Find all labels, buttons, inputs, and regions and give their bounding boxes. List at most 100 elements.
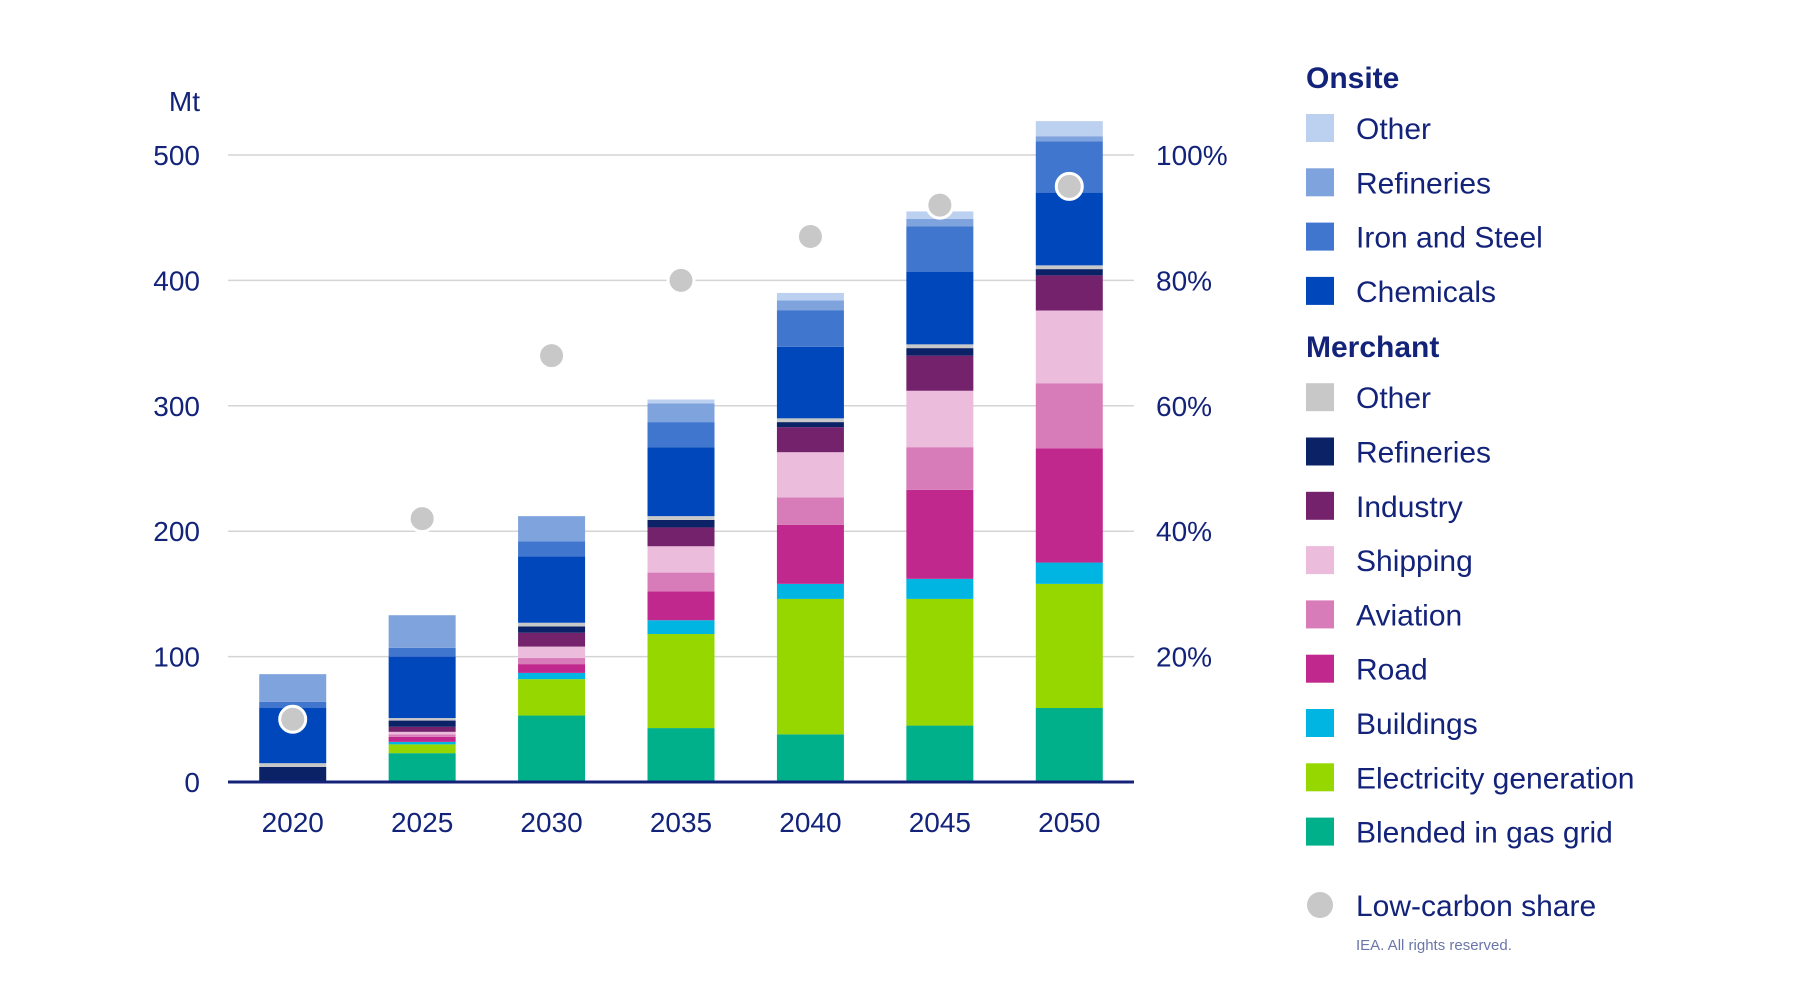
bar-segment-shipping — [518, 646, 586, 658]
bar-segment-chemicals — [906, 271, 974, 345]
y2-tick-label: 40% — [1156, 516, 1212, 547]
bar-segment-refineries — [647, 403, 715, 423]
y-tick-label: 200 — [153, 516, 200, 547]
x-tick-label: 2050 — [1038, 807, 1100, 838]
bar-segment-buildings — [776, 583, 844, 599]
y-tick-label: 500 — [153, 140, 200, 171]
bar-segment-chemicals — [776, 346, 844, 419]
bar-segment-electricity-generation — [906, 598, 974, 726]
legend-swatch — [1306, 491, 1334, 520]
legend-swatch — [1306, 276, 1334, 305]
bar-segment-other — [518, 622, 586, 627]
bar-segment-iron-and-steel — [776, 310, 844, 347]
legend-group-title: Merchant — [1306, 331, 1439, 364]
legend-swatch — [1306, 383, 1334, 412]
legend-label: Buildings — [1356, 708, 1478, 741]
legend-swatch — [1306, 114, 1334, 142]
x-axis-ticks: 2020 2025 2030 2035 2040 2045 2050 — [262, 807, 1101, 838]
bar-segment-other — [906, 344, 974, 349]
bar-segment-electricity-generation — [776, 598, 844, 735]
legend-label: Iron and Steel — [1356, 222, 1543, 255]
bar-segment-chemicals — [518, 556, 586, 623]
bar-segment-buildings — [647, 620, 715, 635]
legend-label: Road — [1356, 654, 1428, 687]
bar-segment-other — [388, 718, 456, 721]
bar-segment-road — [906, 489, 974, 579]
legend-swatch — [1306, 817, 1334, 846]
legend-label: Blended in gas grid — [1356, 817, 1613, 850]
x-tick-label: 2040 — [779, 807, 841, 838]
low-carbon-share-point — [795, 222, 825, 252]
bar-segment-buildings — [1035, 562, 1103, 584]
legend-label: Electricity generation — [1356, 762, 1634, 795]
x-tick-label: 2045 — [909, 807, 971, 838]
bar-segment-buildings — [388, 741, 456, 745]
legend-label: Industry — [1356, 491, 1463, 524]
bar-segment-aviation — [776, 497, 844, 525]
legend-swatch — [1306, 437, 1334, 466]
bar-segment-blended-in-gas-grid — [388, 753, 456, 782]
bar-segment-aviation — [518, 657, 586, 665]
bar-segment-iron-and-steel — [647, 422, 715, 448]
bar-segment-aviation — [388, 734, 456, 737]
y2-tick-label: 60% — [1156, 391, 1212, 422]
bar-segment-buildings — [518, 672, 586, 680]
bar-segment-refineries — [906, 348, 974, 356]
bar-segment-refineries — [388, 720, 456, 727]
bar-segment-road — [647, 591, 715, 621]
legend-label: Low-carbon share — [1356, 890, 1596, 923]
bar-segment-industry — [906, 355, 974, 391]
bar-segment-other — [776, 292, 844, 301]
legend-label: Other — [1356, 382, 1431, 415]
bar-segment-other — [1035, 121, 1103, 137]
bar-segment-electricity-generation — [647, 634, 715, 729]
y-tick-label: 300 — [153, 391, 200, 422]
bar-segment-other — [647, 516, 715, 520]
bar-segment-industry — [776, 427, 844, 453]
bar-segment-refineries — [518, 516, 586, 542]
low-carbon-share-point — [925, 190, 955, 220]
legend: Onsite Other Refineries Iron and Steel Chemi… — [1306, 62, 1634, 923]
legend-swatch — [1306, 654, 1334, 683]
credit: IEA. All rights reserved. — [1356, 937, 1512, 954]
legend-swatch — [1306, 709, 1334, 737]
low-carbon-share-point — [407, 504, 437, 534]
bar-segment-electricity-generation — [518, 679, 586, 716]
low-carbon-share-point — [666, 265, 696, 295]
y-axis-ticks: 0 100 200 300 400 500 — [153, 140, 200, 798]
bar-segment-chemicals — [1035, 192, 1103, 266]
bar-segment-refineries — [259, 674, 327, 702]
bar-segment-refineries — [647, 519, 715, 528]
low-carbon-share-point — [278, 704, 308, 734]
bar-segment-aviation — [906, 447, 974, 490]
y2-axis-ticks: 20% 40% 60% 80% 100% — [1156, 140, 1228, 673]
legend-label: Refineries — [1356, 167, 1491, 200]
bar-segment-blended-in-gas-grid — [518, 715, 586, 782]
bar-segment-shipping — [388, 731, 456, 735]
bar-segment-industry — [647, 527, 715, 547]
legend-label: Shipping — [1356, 545, 1473, 578]
x-tick-label: 2020 — [262, 807, 324, 838]
bars — [259, 121, 1103, 782]
y-tick-label: 100 — [153, 642, 200, 673]
bar-segment-blended-in-gas-grid — [1035, 708, 1103, 782]
y2-tick-label: 100% — [1156, 140, 1228, 171]
legend-label: Aviation — [1356, 599, 1462, 632]
y-axis-label: Mt — [169, 86, 200, 117]
y2-tick-label: 80% — [1156, 265, 1212, 296]
x-tick-label: 2035 — [650, 807, 712, 838]
x-tick-label: 2025 — [391, 807, 453, 838]
bar-segment-industry — [388, 726, 456, 732]
legend-swatch — [1306, 168, 1334, 197]
bar-segment-shipping — [776, 452, 844, 498]
bar-segment-other — [647, 399, 715, 404]
bar-segment-refineries — [518, 626, 586, 633]
low-carbon-share-points — [278, 171, 1084, 734]
bar-segment-buildings — [906, 578, 974, 599]
bar-segment-industry — [1035, 275, 1103, 311]
bar-segment-blended-in-gas-grid — [906, 725, 974, 782]
bar-segment-refineries — [388, 615, 456, 648]
bar-segment-refineries — [776, 422, 844, 428]
bar-segment-iron-and-steel — [906, 226, 974, 272]
